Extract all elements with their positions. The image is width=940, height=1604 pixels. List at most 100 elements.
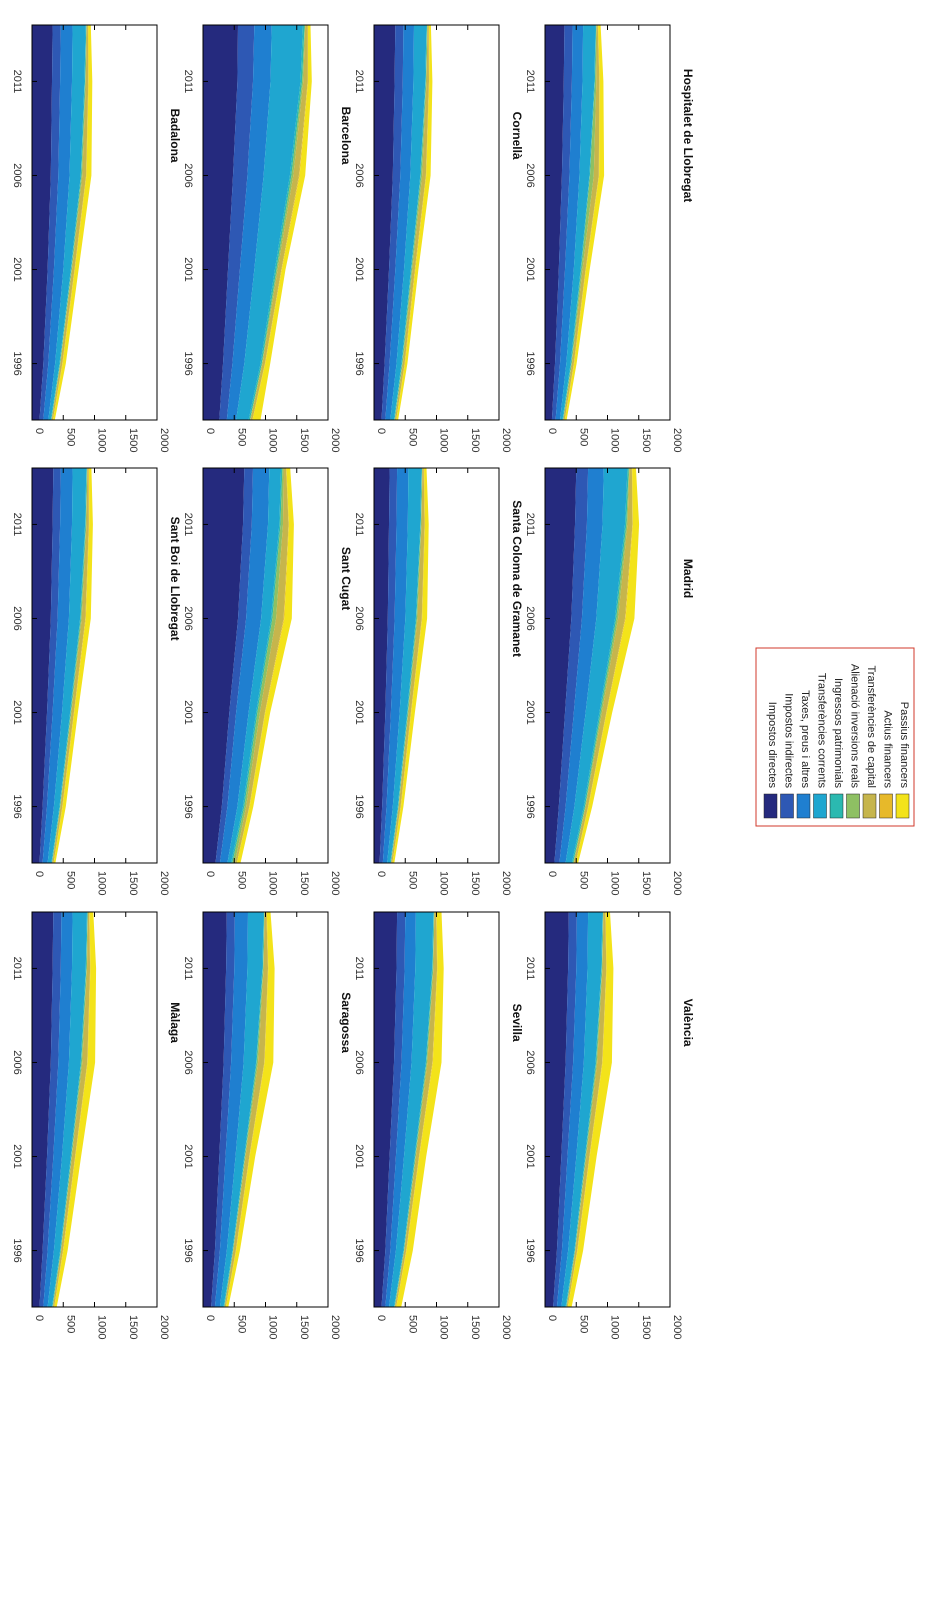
panel-10-area-4 (219, 912, 264, 1307)
year-tick-label: 2011 (524, 70, 536, 94)
panel-10: 0 500 1000 1500 2000 1996 2001 2006 2011 Saragoss… (182, 911, 353, 1339)
value-tick-label: 1500 (640, 871, 652, 895)
panel-4: 0 500 1000 1500 2000 1996 2001 2006 2011 Hospital… (524, 24, 695, 452)
year-tick-label: 1996 (524, 351, 536, 375)
year-tick-label: 1996 (11, 1238, 23, 1262)
panel-12-area-1 (545, 912, 569, 1307)
panel-9-title: Màlaga (168, 1002, 182, 1043)
panel-1-area-3 (43, 25, 73, 420)
year-tick-label: 2001 (353, 1144, 365, 1168)
legend-label: Impostos indirectes (783, 693, 795, 788)
value-tick-label: 500 (235, 428, 247, 446)
year-tick-label: 2011 (11, 70, 23, 94)
panel-5-area-2 (39, 468, 61, 863)
legend-swatch (862, 793, 877, 819)
year-tick-label: 1996 (353, 351, 365, 375)
year-tick-label: 2006 (11, 606, 23, 630)
panel-4-title: Hospitalet de Llobregat (681, 69, 695, 202)
panel-5-area-3 (42, 468, 73, 863)
year-tick-label: 2001 (11, 1144, 23, 1168)
value-tick-label: 2000 (500, 871, 512, 895)
year-tick-label: 1996 (11, 351, 23, 375)
legend-label: Impostos directes (766, 702, 778, 789)
panel-9: 0 500 1000 1500 2000 1996 2001 2006 2011 Màlaga (11, 911, 182, 1339)
panel-6-title: Sant Cugat (339, 547, 353, 610)
year-tick-label: 2006 (353, 606, 365, 630)
year-tick-label: 2011 (11, 513, 23, 537)
panel-8-area-2 (554, 468, 589, 863)
value-tick-label: 0 (204, 871, 216, 877)
year-tick-label: 2011 (182, 957, 194, 981)
value-tick-label: 2000 (500, 1315, 512, 1339)
panel-11-area-2 (381, 912, 406, 1307)
year-tick-label: 2011 (353, 957, 365, 981)
value-tick-label: 0 (546, 428, 558, 434)
value-tick-label: 2000 (329, 428, 341, 452)
value-tick-label: 0 (33, 871, 45, 877)
panel-1-area-4 (48, 25, 86, 420)
panel-1-title: Badalona (168, 109, 182, 163)
legend-swatch (780, 793, 794, 819)
panel-4-area-1 (545, 25, 565, 420)
value-tick-label: 1000 (96, 871, 108, 895)
panel-6-area-9 (236, 468, 294, 863)
year-tick-label: 2001 (524, 700, 536, 724)
value-tick-label: 1000 (438, 1315, 450, 1339)
panel-7-title: Santa Coloma de Gramanet (510, 500, 524, 657)
panel-4-area-2 (551, 25, 573, 420)
panel-6-area-7 (234, 468, 289, 863)
legend-label: Transferències corrents (816, 673, 828, 789)
value-tick-label: 500 (64, 1315, 76, 1333)
legend-swatch (829, 793, 844, 819)
panel-6-area-4 (227, 468, 282, 863)
value-tick-label: 1000 (267, 428, 279, 452)
year-tick-label: 2001 (11, 700, 23, 724)
year-tick-label: 1996 (353, 1238, 365, 1262)
year-tick-label: 2001 (524, 1144, 536, 1168)
value-tick-label: 0 (204, 428, 216, 434)
value-tick-label: 0 (375, 1315, 387, 1321)
value-tick-label: 0 (546, 1315, 558, 1321)
value-tick-label: 1500 (127, 871, 139, 895)
panel-9-area-9 (54, 912, 97, 1307)
value-tick-label: 1000 (609, 428, 621, 452)
panel-1-area-1 (32, 25, 53, 420)
panel-7-area-9 (392, 468, 429, 863)
value-tick-label: 2000 (329, 1315, 341, 1339)
value-tick-label: 2000 (671, 871, 683, 895)
value-tick-label: 2000 (158, 871, 170, 895)
legend-label: Ingressos patrimonials (832, 678, 844, 789)
legend-label: Taxes, preus i altres (799, 690, 811, 788)
year-tick-label: 2006 (182, 606, 194, 630)
panel-6: 0 500 1000 1500 2000 1996 2001 2006 2011 Sant Cug… (182, 467, 353, 895)
panel-3: 0 500 1000 1500 2000 1996 2001 2006 2011 Cornellà (353, 24, 524, 452)
value-tick-label: 500 (64, 871, 76, 889)
panel-3-title: Cornellà (510, 112, 524, 160)
value-tick-label: 1500 (127, 1315, 139, 1339)
panel-3-area-3 (385, 25, 414, 420)
value-tick-label: 1000 (96, 1315, 108, 1339)
panel-2-area-3 (226, 25, 272, 420)
year-tick-label: 2006 (182, 1050, 194, 1074)
year-tick-label: 2011 (182, 513, 194, 537)
panel-7-area-2 (379, 468, 398, 863)
year-tick-label: 2011 (11, 957, 23, 981)
value-tick-label: 500 (64, 428, 76, 446)
panel-7-area-3 (382, 468, 409, 863)
value-tick-label: 2000 (158, 1315, 170, 1339)
year-tick-label: 2006 (524, 1050, 536, 1074)
legend-label: Alienació inversions reals (849, 664, 861, 789)
panel-9-area-2 (39, 912, 62, 1307)
panel-1-area-2 (39, 25, 61, 420)
value-tick-label: 500 (577, 1315, 589, 1333)
panel-3-area-2 (381, 25, 404, 420)
year-tick-label: 2001 (182, 257, 194, 281)
value-tick-label: 1500 (298, 1315, 310, 1339)
value-tick-label: 1500 (298, 871, 310, 895)
panel-1: 0 500 1000 1500 2000 1996 2001 2006 2011 Badalona (11, 24, 182, 452)
panel-10-area-3 (214, 912, 248, 1307)
panel-4-area-3 (555, 25, 584, 420)
panel-12-area-2 (553, 912, 577, 1307)
value-tick-label: 0 (375, 428, 387, 434)
